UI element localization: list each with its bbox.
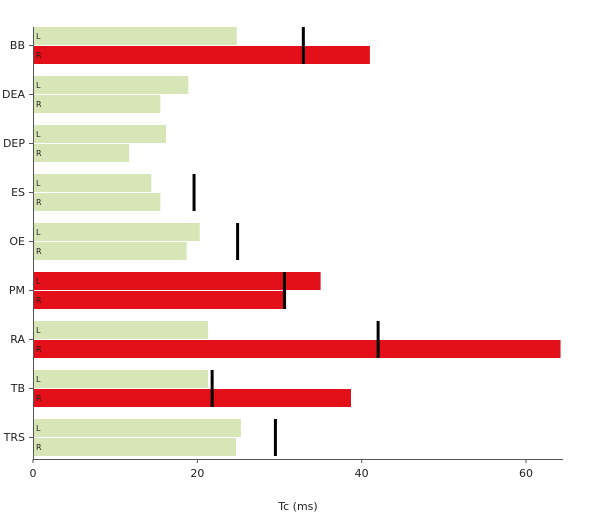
side-label-pm-l: L <box>36 277 41 286</box>
bar-trs-r <box>33 438 236 456</box>
x-tick-label-20: 20 <box>190 467 204 480</box>
bar-oe-l <box>33 223 200 241</box>
side-label-dep-r: R <box>36 149 42 158</box>
category-label-dep: DEP <box>3 137 25 150</box>
axes-layer: 0 20 40 60 <box>29 27 563 480</box>
side-label-ra-l: L <box>36 326 41 335</box>
bar-tb-r <box>33 389 351 407</box>
side-label-es-l: L <box>36 179 41 188</box>
bar-dea-r <box>33 95 161 113</box>
category-label-es: ES <box>11 186 25 199</box>
bar-tb-l <box>33 370 209 388</box>
bars-layer <box>33 27 561 456</box>
x-tick-label-0: 0 <box>30 467 37 480</box>
side-label-es-r: R <box>36 198 42 207</box>
bar-ra-l <box>33 321 209 339</box>
category-label-bb: BB <box>10 39 25 52</box>
category-label-dea: DEA <box>2 88 25 101</box>
labels-layer: L R BB L R DEA L R DEP L R ES L R OE L R PM L R RA L R TB L R TRS <box>2 32 42 452</box>
reference-lines-layer <box>192 27 380 456</box>
side-label-ra-r: R <box>36 345 42 354</box>
x-tick-label-40: 40 <box>355 467 369 480</box>
bar-ra-r <box>33 340 561 358</box>
side-label-oe-r: R <box>36 247 42 256</box>
bar-dep-r <box>33 144 130 162</box>
category-label-ra: RA <box>10 333 25 346</box>
side-label-dea-l: L <box>36 81 41 90</box>
side-label-tb-r: R <box>36 394 42 403</box>
side-label-bb-r: R <box>36 51 42 60</box>
side-label-pm-r: R <box>36 296 42 305</box>
category-label-tb: TB <box>10 382 25 395</box>
side-label-trs-r: R <box>36 443 42 452</box>
bar-oe-r <box>33 242 187 260</box>
bar-bb-l <box>33 27 237 45</box>
side-label-oe-l: L <box>36 228 41 237</box>
side-label-trs-l: L <box>36 424 41 433</box>
bar-pm-r <box>33 291 287 309</box>
bar-pm-l <box>33 272 321 290</box>
bar-trs-l <box>33 419 241 437</box>
bar-bb-r <box>33 46 370 64</box>
bar-dep-l <box>33 125 167 143</box>
category-label-oe: OE <box>9 235 25 248</box>
side-label-dep-l: L <box>36 130 41 139</box>
bar-es-l <box>33 174 152 192</box>
side-label-dea-r: R <box>36 100 42 109</box>
side-label-bb-l: L <box>36 32 41 41</box>
bar-es-r <box>33 193 161 211</box>
bar-dea-l <box>33 76 189 94</box>
category-label-trs: TRS <box>3 431 25 444</box>
side-label-tb-l: L <box>36 375 41 384</box>
x-axis-title: Tc (ms) <box>277 500 317 513</box>
x-tick-label-60: 60 <box>519 467 533 480</box>
category-label-pm: PM <box>9 284 25 297</box>
